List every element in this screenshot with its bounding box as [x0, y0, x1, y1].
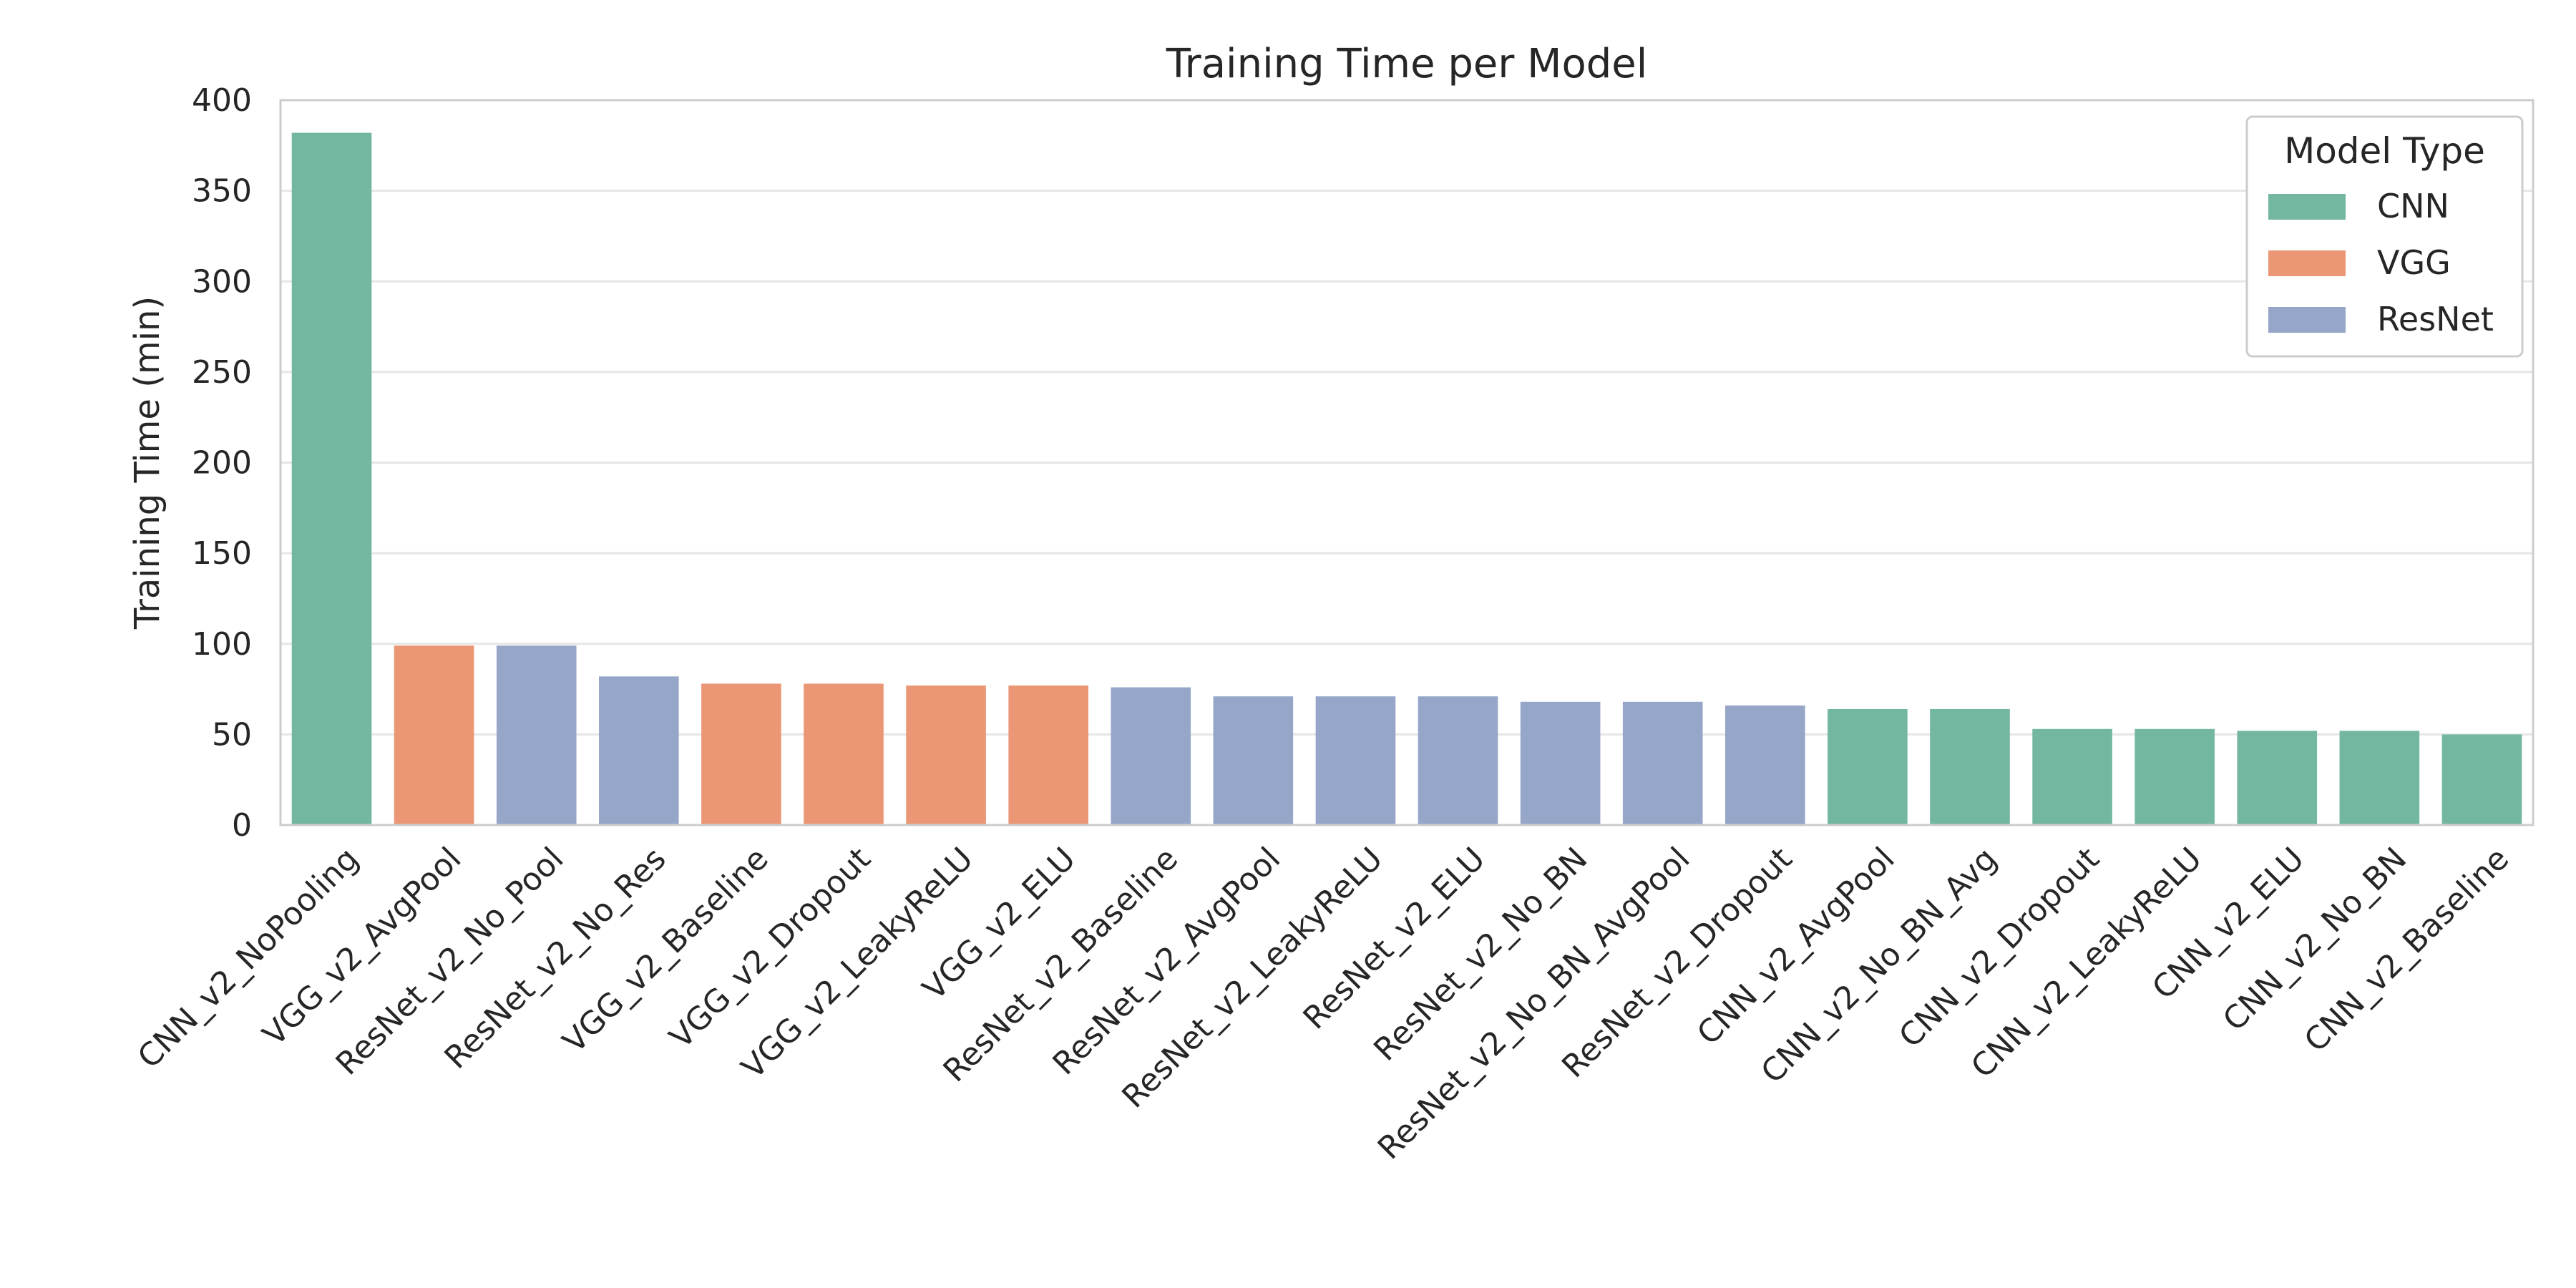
bar-resnet-v2-baseline	[1111, 687, 1191, 825]
bar-cnn-v2-no-bn-avg	[1930, 708, 2010, 825]
bar-vgg-v2-baseline	[701, 683, 781, 825]
y-tick-label: 100	[192, 626, 252, 663]
legend-title: Model Type	[2284, 130, 2485, 172]
chart-title: Training Time per Model	[1166, 41, 1648, 87]
bar-resnet-v2-no-pool	[496, 645, 577, 825]
bar-cnn-v2-no-bn	[2339, 731, 2420, 825]
x-tick-label: CNN_v2_Baseline	[2298, 841, 2517, 1060]
bar-resnet-v2-no-res	[599, 676, 679, 825]
legend-swatch-cnn	[2268, 194, 2346, 220]
legend-swatch-resnet	[2268, 307, 2346, 333]
y-tick-label: 200	[192, 445, 252, 482]
y-tick-label: 400	[192, 82, 252, 119]
y-tick-label: 300	[192, 263, 252, 300]
bar-vgg-v2-avgpool	[394, 645, 474, 825]
legend-label-cnn: CNN	[2377, 187, 2449, 225]
x-tick-label: CNN_v2_No_BN	[2216, 841, 2414, 1038]
y-tick-label: 150	[192, 535, 252, 572]
x-tick-label: ResNet_v2_ELU	[1297, 841, 1493, 1037]
x-tick-label: CNN_v2_Dropout	[1892, 841, 2106, 1055]
y-tick-label: 250	[192, 354, 252, 391]
x-tick-label: VGG_v2_Dropout	[663, 841, 878, 1056]
y-tick-labels: 0 50 100 150 200 250 300 350 400	[192, 82, 252, 844]
y-axis-title: Training Time (min)	[127, 296, 167, 630]
plot-frame	[279, 99, 2534, 826]
y-tick-label: 50	[212, 716, 252, 753]
bar-resnet-v2-leakyrelu	[1315, 696, 1396, 825]
bar-vgg-v2-elu	[1008, 685, 1088, 825]
bar-resnet-v2-no-bn-avgpool	[1622, 701, 1703, 825]
legend-swatch-vgg	[2268, 250, 2346, 276]
legend-box	[2245, 115, 2524, 358]
x-tick-label: CNN_v2_AvgPool	[1690, 841, 1902, 1053]
x-tick-labels: CNN_v2_NoPoolingVGG_v2_AvgPoolResNet_v2_…	[131, 841, 2516, 1167]
y-tick-label: 0	[232, 807, 252, 844]
bar-cnn-v2-dropout	[2032, 728, 2112, 825]
bar-resnet-v2-dropout	[1725, 705, 1805, 825]
bar-resnet-v2-elu	[1418, 696, 1498, 825]
bar-cnn-v2-baseline	[2441, 734, 2522, 825]
bars	[291, 132, 2522, 825]
bar-resnet-v2-avgpool	[1213, 696, 1294, 825]
bar-vgg-v2-leakyrelu	[906, 685, 986, 825]
x-tick-label: VGG_v2_AvgPool	[256, 841, 469, 1053]
bar-cnn-v2-leakyrelu	[2135, 728, 2215, 825]
y-tick-label: 350	[192, 173, 252, 210]
legend-label-vgg: VGG	[2377, 243, 2451, 282]
bar-cnn-v2-nopooling	[291, 132, 372, 825]
bar-cnn-v2-avgpool	[1828, 708, 1908, 825]
bar-vgg-v2-dropout	[804, 683, 884, 825]
bar-resnet-v2-no-bn	[1520, 701, 1601, 825]
bar-cnn-v2-elu	[2237, 731, 2318, 825]
legend-label-resnet: ResNet	[2377, 300, 2494, 338]
legend: Model Type CNN VGG ResNet	[2245, 115, 2524, 358]
